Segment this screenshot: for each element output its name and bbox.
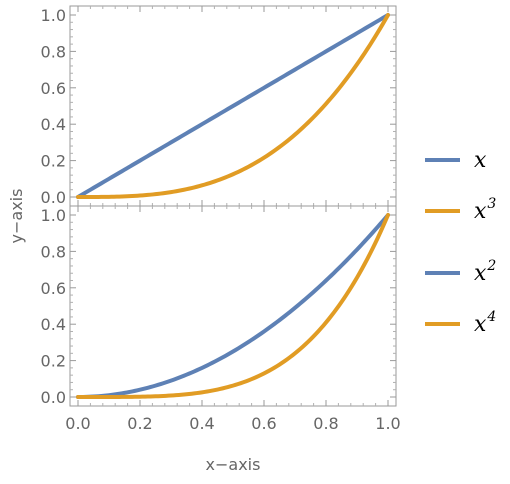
y-tick-label: 0.0 bbox=[41, 388, 66, 407]
y-tick-label: 0.0 bbox=[41, 188, 66, 207]
legend-label: x2 bbox=[474, 258, 496, 286]
legend-item-x-pow-3: x3 bbox=[425, 196, 496, 224]
y-tick-label: 1.0 bbox=[41, 6, 66, 25]
y-tick-label: 0.8 bbox=[41, 242, 66, 261]
y-tick-label: 1.0 bbox=[41, 206, 66, 225]
legend-label: x4 bbox=[474, 309, 496, 337]
y-tick-label: 0.6 bbox=[41, 79, 66, 98]
panel-frame bbox=[69, 205, 397, 407]
series-line-x-pow-3 bbox=[76, 13, 390, 199]
y-tick-label: 0.2 bbox=[41, 152, 66, 171]
panel-top: 0.0 0.2 0.4 0.6 0.8 1.0 bbox=[41, 5, 397, 207]
x-tick-label: 0.2 bbox=[127, 414, 152, 433]
legend-item-x-pow-2: x2 bbox=[425, 258, 496, 286]
y-tick-label: 0.4 bbox=[41, 115, 66, 134]
legend-item-x: x bbox=[425, 148, 487, 173]
series-line-x-pow-2 bbox=[76, 213, 390, 399]
x-axis-label: x−axis bbox=[206, 455, 261, 474]
panel-bottom: 0.0 0.2 0.4 0.6 0.8 1.0 bbox=[41, 205, 397, 407]
y-axis-label: y−axis bbox=[7, 189, 26, 244]
y-tick-label: 0.4 bbox=[41, 315, 66, 334]
legend-item-x-pow-4: x4 bbox=[425, 309, 496, 337]
legend: x x3 x2 x4 bbox=[425, 148, 496, 337]
y-tick-label: 0.8 bbox=[41, 42, 66, 61]
x-tick-label: 0.0 bbox=[65, 414, 90, 433]
y-tick-label: 0.2 bbox=[41, 352, 66, 371]
y-tick-label: 0.6 bbox=[41, 279, 66, 298]
x-tick-label: 0.4 bbox=[189, 414, 214, 433]
legend-label: x3 bbox=[474, 196, 496, 224]
x-tick-label: 1.0 bbox=[375, 414, 400, 433]
x-tick-label: 0.6 bbox=[251, 414, 276, 433]
series-line-x-pow-4 bbox=[76, 213, 390, 399]
plot-panels: 0.00.20.40.60.81.00.00.20.40.60.81.00.0 0… bbox=[41, 5, 401, 433]
series-line-x bbox=[76, 13, 390, 199]
legend-label: x bbox=[474, 148, 487, 173]
x-tick-label: 0.8 bbox=[313, 414, 338, 433]
